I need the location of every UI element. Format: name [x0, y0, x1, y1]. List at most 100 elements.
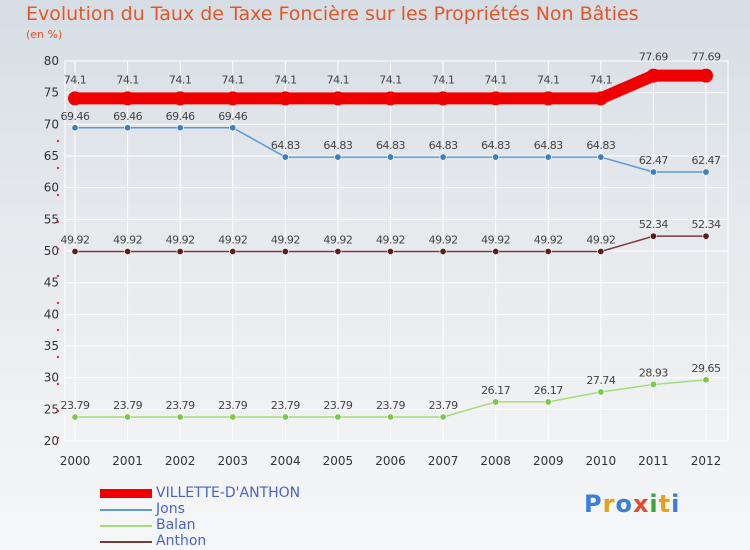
x-tick-label: 2012: [691, 454, 722, 468]
data-point: [597, 388, 605, 396]
axis-dot: [56, 355, 60, 359]
data-label: 23.79: [218, 399, 247, 412]
data-label: 62.47: [639, 154, 668, 167]
data-label: 29.65: [692, 362, 721, 375]
data-point: [488, 91, 503, 106]
data-label: 74.1: [169, 73, 192, 86]
data-point: [383, 91, 398, 106]
data-label: 74.1: [222, 73, 245, 86]
data-point: [597, 153, 605, 161]
data-label: 77.69: [692, 51, 721, 64]
logo-letter: i: [649, 490, 659, 518]
data-label: 74.1: [116, 73, 139, 86]
legend-label: VILLETTE-D'ANTHON: [156, 485, 301, 501]
logo-letter: o: [615, 490, 633, 518]
data-point: [71, 248, 79, 256]
data-point: [544, 153, 552, 161]
legend-label: Balan: [156, 517, 196, 533]
chart-title: Evolution du Taux de Taxe Foncière sur l…: [26, 3, 639, 25]
data-label: 49.92: [586, 234, 615, 247]
data-label: 23.79: [271, 399, 300, 412]
y-tick-label: 45: [44, 276, 59, 290]
data-point: [386, 248, 394, 256]
x-tick-label: 2010: [586, 454, 617, 468]
data-point: [439, 413, 447, 421]
logo-letter: i: [671, 490, 681, 518]
data-label: 77.69: [639, 51, 668, 64]
data-label: 74.1: [537, 73, 560, 86]
proxiti-logo: Proxiti: [584, 490, 680, 518]
chart-subtitle: (en %): [26, 28, 63, 41]
data-point: [124, 124, 132, 132]
data-point: [649, 380, 657, 388]
x-tick-label: 2004: [270, 454, 301, 468]
logo-letter: t: [658, 490, 672, 518]
axis-dot: [56, 274, 60, 278]
axis-dot: [56, 139, 60, 143]
data-label: 28.93: [639, 366, 668, 379]
data-label: 64.83: [323, 139, 352, 152]
data-point: [702, 168, 710, 176]
data-label: 49.92: [323, 234, 352, 247]
axis-dot: [56, 193, 60, 197]
legend-swatch: [100, 489, 152, 498]
data-label: 74.1: [484, 73, 507, 86]
data-label: 74.1: [379, 73, 402, 86]
y-tick-label: 25: [44, 402, 59, 416]
data-label: 64.83: [586, 139, 615, 152]
legend-swatch: [100, 541, 152, 543]
data-point: [699, 68, 713, 83]
y-tick-label: 60: [44, 181, 59, 195]
data-label: 74.1: [432, 73, 455, 86]
data-point: [544, 398, 552, 406]
y-tick-label: 80: [44, 54, 59, 68]
data-label: 23.79: [113, 399, 142, 412]
data-point: [439, 153, 447, 161]
data-point: [281, 413, 289, 421]
data-label: 64.83: [534, 139, 563, 152]
y-tick-label: 65: [44, 149, 59, 163]
data-label: 23.79: [323, 399, 352, 412]
data-label: 64.83: [271, 139, 300, 152]
data-point: [173, 91, 188, 106]
data-point: [436, 91, 451, 106]
data-point: [120, 91, 135, 106]
data-point: [176, 248, 184, 256]
data-label: 52.34: [639, 218, 668, 231]
data-label: 74.1: [590, 73, 613, 86]
data-point: [229, 248, 237, 256]
data-label: 49.92: [481, 234, 510, 247]
legend-swatch: [100, 525, 152, 527]
data-point: [124, 413, 132, 421]
x-tick-label: 2007: [428, 454, 459, 468]
data-point: [281, 248, 289, 256]
data-point: [544, 248, 552, 256]
data-label: 49.92: [534, 234, 563, 247]
data-label: 64.83: [376, 139, 405, 152]
data-point: [229, 124, 237, 132]
data-label: 62.47: [692, 154, 721, 167]
data-point: [334, 248, 342, 256]
data-point: [281, 153, 289, 161]
legend-swatch: [100, 509, 152, 511]
series: [68, 68, 713, 421]
x-tick-label: 2006: [375, 454, 406, 468]
data-point: [386, 153, 394, 161]
axis-dot: [56, 247, 60, 251]
axis-dot: [56, 328, 60, 332]
data-label: 69.46: [166, 110, 195, 123]
data-label: 23.79: [429, 399, 458, 412]
axis-dot: [56, 220, 60, 224]
data-label: 69.46: [113, 110, 142, 123]
data-point: [334, 413, 342, 421]
legend-label: Jons: [156, 501, 185, 517]
x-tick-label: 2005: [323, 454, 354, 468]
logo-letter: P: [584, 490, 603, 518]
y-tick-label: 30: [44, 371, 59, 385]
data-point: [334, 153, 342, 161]
data-point: [278, 91, 293, 106]
x-tick-label: 2011: [638, 454, 669, 468]
data-label: 74.1: [64, 73, 87, 86]
axis-dot: [56, 301, 60, 305]
data-point: [386, 413, 394, 421]
